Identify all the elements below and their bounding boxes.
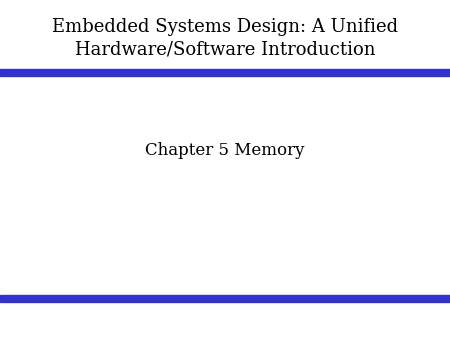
Bar [0, 69, 450, 75]
Text: Embedded Systems Design: A Unified
Hardware/Software Introduction: Embedded Systems Design: A Unified Hardw… [52, 18, 398, 58]
Text: Chapter 5 Memory: Chapter 5 Memory [145, 142, 305, 159]
Bar [0, 294, 450, 301]
